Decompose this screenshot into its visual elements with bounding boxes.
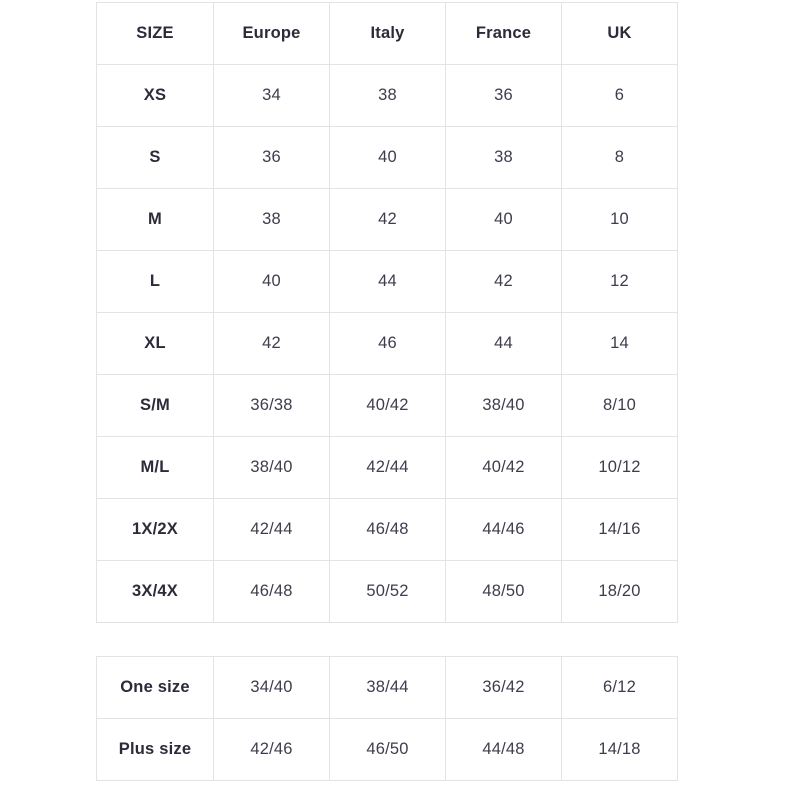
value-cell: 8 xyxy=(561,126,678,189)
value-cell: 38/40 xyxy=(213,436,330,499)
value-cell: 34 xyxy=(213,64,330,127)
value-cell: 46/48 xyxy=(213,560,330,623)
value-cell: 40 xyxy=(445,188,562,251)
value-cell: 44/48 xyxy=(445,718,562,781)
column-header-france: France xyxy=(445,2,562,65)
value-cell: 10 xyxy=(561,188,678,251)
size-chart-container: SIZE Europe Italy France UK XS 34 38 36 … xyxy=(96,2,678,781)
value-cell: 50/52 xyxy=(329,560,446,623)
value-cell: 36/38 xyxy=(213,374,330,437)
value-cell: 14/16 xyxy=(561,498,678,561)
column-header-size: SIZE xyxy=(96,2,214,65)
value-cell: 40/42 xyxy=(445,436,562,499)
value-cell: 38 xyxy=(213,188,330,251)
value-cell: 44 xyxy=(329,250,446,313)
table-row: One size 34/40 38/44 36/42 6/12 xyxy=(96,656,678,719)
value-cell: 42/44 xyxy=(213,498,330,561)
value-cell: 46/50 xyxy=(329,718,446,781)
value-cell: 42 xyxy=(329,188,446,251)
column-header-europe: Europe xyxy=(213,2,330,65)
value-cell: 42/46 xyxy=(213,718,330,781)
table-row: L 40 44 42 12 xyxy=(96,250,678,313)
table-row: XL 42 46 44 14 xyxy=(96,312,678,375)
value-cell: 38/40 xyxy=(445,374,562,437)
table-row: XS 34 38 36 6 xyxy=(96,64,678,127)
value-cell: 18/20 xyxy=(561,560,678,623)
row-label: S xyxy=(96,126,214,189)
row-label: 1X/2X xyxy=(96,498,214,561)
value-cell: 36 xyxy=(213,126,330,189)
supplementary-size-table: One size 34/40 38/44 36/42 6/12 Plus siz… xyxy=(96,656,678,781)
supplementary-table-body: One size 34/40 38/44 36/42 6/12 Plus siz… xyxy=(96,656,678,781)
value-cell: 42 xyxy=(213,312,330,375)
table-row: 1X/2X 42/44 46/48 44/46 14/16 xyxy=(96,498,678,561)
value-cell: 42/44 xyxy=(329,436,446,499)
value-cell: 8/10 xyxy=(561,374,678,437)
row-label: S/M xyxy=(96,374,214,437)
row-label: L xyxy=(96,250,214,313)
table-row: M/L 38/40 42/44 40/42 10/12 xyxy=(96,436,678,499)
value-cell: 38 xyxy=(329,64,446,127)
table-row: M 38 42 40 10 xyxy=(96,188,678,251)
value-cell: 14/18 xyxy=(561,718,678,781)
table-row: Plus size 42/46 46/50 44/48 14/18 xyxy=(96,718,678,781)
row-label: Plus size xyxy=(96,718,214,781)
value-cell: 36/42 xyxy=(445,656,562,719)
value-cell: 14 xyxy=(561,312,678,375)
value-cell: 46 xyxy=(329,312,446,375)
value-cell: 40/42 xyxy=(329,374,446,437)
row-label: XL xyxy=(96,312,214,375)
table-row: S/M 36/38 40/42 38/40 8/10 xyxy=(96,374,678,437)
row-label: 3X/4X xyxy=(96,560,214,623)
value-cell: 6 xyxy=(561,64,678,127)
value-cell: 44/46 xyxy=(445,498,562,561)
table-row: 3X/4X 46/48 50/52 48/50 18/20 xyxy=(96,560,678,623)
row-label: One size xyxy=(96,656,214,719)
value-cell: 38 xyxy=(445,126,562,189)
row-label: XS xyxy=(96,64,214,127)
value-cell: 36 xyxy=(445,64,562,127)
value-cell: 40 xyxy=(213,250,330,313)
value-cell: 12 xyxy=(561,250,678,313)
value-cell: 46/48 xyxy=(329,498,446,561)
value-cell: 10/12 xyxy=(561,436,678,499)
value-cell: 44 xyxy=(445,312,562,375)
table-header-row: SIZE Europe Italy France UK xyxy=(96,2,678,65)
supplementary-table-container: One size 34/40 38/44 36/42 6/12 Plus siz… xyxy=(96,656,678,781)
value-cell: 34/40 xyxy=(213,656,330,719)
primary-size-table: SIZE Europe Italy France UK XS 34 38 36 … xyxy=(96,2,678,623)
table-header: SIZE Europe Italy France UK xyxy=(96,2,678,65)
row-label: M/L xyxy=(96,436,214,499)
value-cell: 42 xyxy=(445,250,562,313)
primary-table-body: XS 34 38 36 6 S 36 40 38 8 M 38 42 xyxy=(96,64,678,623)
value-cell: 40 xyxy=(329,126,446,189)
column-header-uk: UK xyxy=(561,2,678,65)
column-header-italy: Italy xyxy=(329,2,446,65)
row-label: M xyxy=(96,188,214,251)
value-cell: 6/12 xyxy=(561,656,678,719)
value-cell: 38/44 xyxy=(329,656,446,719)
table-row: S 36 40 38 8 xyxy=(96,126,678,189)
value-cell: 48/50 xyxy=(445,560,562,623)
